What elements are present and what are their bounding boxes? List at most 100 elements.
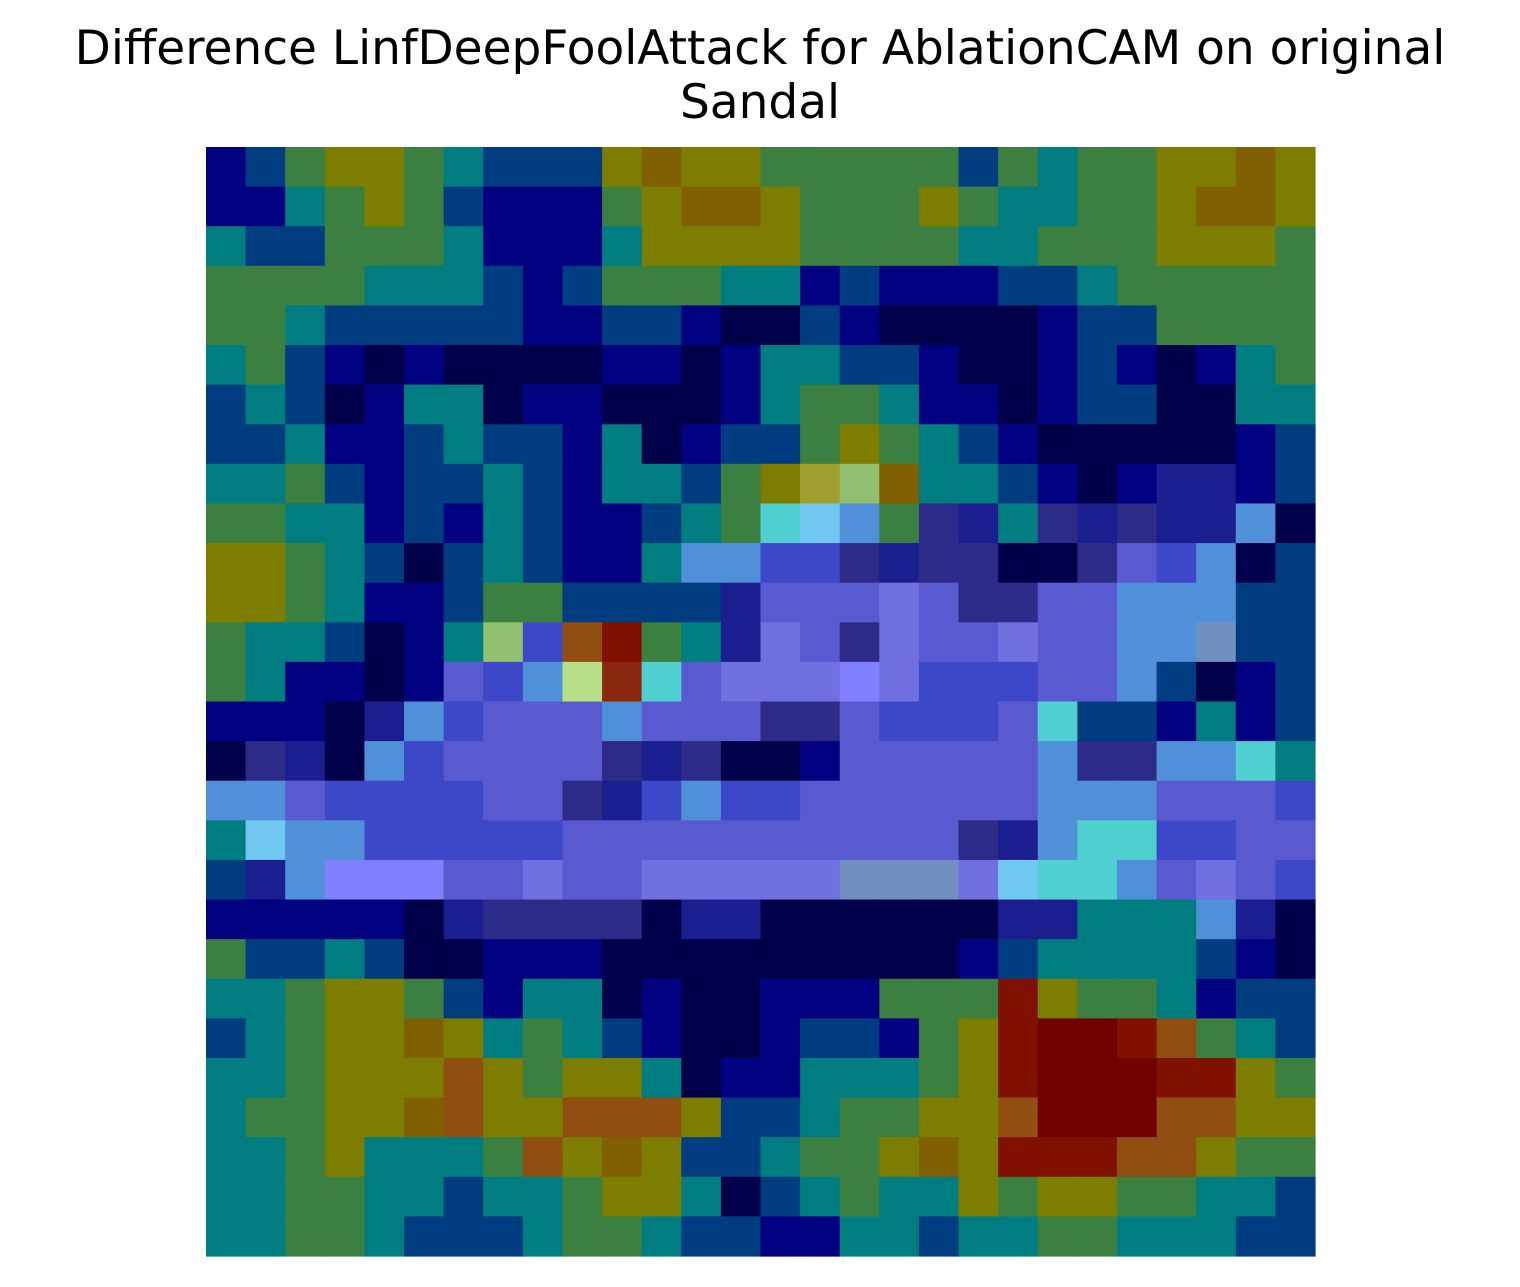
- heatmap-cell: [1235, 582, 1276, 623]
- heatmap-cell: [681, 147, 722, 188]
- heatmap-cell: [1235, 384, 1276, 425]
- heatmap-cell: [562, 1057, 603, 1099]
- heatmap-cell: [1275, 622, 1316, 663]
- heatmap-cell: [602, 939, 643, 980]
- heatmap-cell: [483, 463, 524, 505]
- heatmap-cell: [1196, 424, 1237, 465]
- heatmap-cell: [800, 186, 841, 227]
- heatmap-cell: [958, 463, 999, 505]
- heatmap-cell: [1235, 305, 1276, 346]
- heatmap-cell: [879, 384, 920, 425]
- heatmap-cell: [404, 1057, 445, 1099]
- heatmap-cell: [404, 1018, 445, 1059]
- heatmap-cell: [641, 741, 682, 782]
- heatmap-cell: [1037, 305, 1078, 346]
- heatmap-cell: [918, 1097, 960, 1138]
- heatmap-cell: [404, 820, 445, 861]
- heatmap-cell: [522, 899, 564, 940]
- heatmap-cell: [443, 859, 484, 901]
- heatmap-cell: [918, 543, 960, 584]
- heatmap-cell: [1037, 1176, 1078, 1217]
- heatmap-cell: [839, 147, 880, 188]
- heatmap-cell: [522, 503, 564, 544]
- heatmap-cell: [602, 1057, 643, 1099]
- heatmap-cell: [364, 780, 405, 821]
- heatmap-cell: [602, 186, 643, 227]
- heatmap-cell: [879, 622, 920, 663]
- heatmap-cell: [839, 820, 880, 861]
- heatmap-cell: [1275, 899, 1316, 940]
- heatmap-cell: [483, 820, 524, 861]
- heatmap-cell: [522, 543, 564, 584]
- heatmap-cell: [681, 186, 722, 227]
- heatmap-cell: [245, 424, 286, 465]
- heatmap-cell: [720, 741, 762, 782]
- heatmap-cell: [602, 147, 643, 188]
- heatmap-cell: [641, 147, 682, 188]
- heatmap-cell: [760, 503, 801, 544]
- heatmap-cell: [562, 1018, 603, 1059]
- heatmap-cell: [879, 780, 920, 821]
- heatmap-cell: [641, 622, 682, 663]
- heatmap-cell: [681, 305, 722, 346]
- heatmap-cell: [958, 345, 999, 386]
- heatmap-cell: [443, 978, 484, 1019]
- heatmap-cell: [839, 582, 880, 623]
- heatmap-cell: [998, 424, 1039, 465]
- heatmap-cell: [641, 265, 682, 307]
- heatmap-cell: [1235, 543, 1276, 584]
- heatmap-cell: [879, 582, 920, 623]
- heatmap-cell: [641, 899, 682, 940]
- heatmap-cell: [720, 463, 762, 505]
- heatmap-cell: [958, 1176, 999, 1217]
- heatmap-cell: [1037, 463, 1078, 505]
- heatmap-cell: [522, 305, 564, 346]
- heatmap-cell: [958, 899, 999, 940]
- heatmap-cell: [522, 1137, 564, 1178]
- heatmap-cell: [879, 1097, 920, 1138]
- heatmap-cell: [562, 1137, 603, 1178]
- heatmap-cell: [602, 265, 643, 307]
- heatmap-cell: [760, 424, 801, 465]
- heatmap-cell: [602, 345, 643, 386]
- heatmap-cell: [918, 780, 960, 821]
- heatmap-cell: [1037, 543, 1078, 584]
- heatmap-cell: [720, 543, 762, 584]
- heatmap-cell: [1196, 226, 1237, 267]
- heatmap-cell: [1077, 1097, 1118, 1138]
- heatmap-cell: [206, 543, 247, 584]
- heatmap-cell: [404, 424, 445, 465]
- heatmap-cell: [918, 859, 960, 901]
- heatmap-cell: [364, 1216, 405, 1257]
- heatmap-cell: [839, 701, 880, 742]
- heatmap-cell: [1156, 780, 1197, 821]
- heatmap-cell: [483, 701, 524, 742]
- heatmap-cell: [918, 1057, 960, 1099]
- heatmap-cell: [206, 424, 247, 465]
- heatmap-cell: [364, 226, 405, 267]
- heatmap-cell: [483, 899, 524, 940]
- heatmap-cell: [522, 463, 564, 505]
- heatmap-cell: [1196, 820, 1237, 861]
- heatmap-cell: [602, 1097, 643, 1138]
- heatmap-cell: [879, 226, 920, 267]
- heatmap-cell: [245, 820, 286, 861]
- heatmap-cell: [285, 186, 326, 227]
- heatmap-cell: [800, 978, 841, 1019]
- heatmap-cell: [1116, 859, 1158, 901]
- heatmap-cell: [1037, 384, 1078, 425]
- heatmap-cell: [602, 1176, 643, 1217]
- heatmap-cell: [800, 1018, 841, 1059]
- heatmap-cell: [958, 503, 999, 544]
- heatmap-cell: [720, 978, 762, 1019]
- heatmap-cell: [1196, 1097, 1237, 1138]
- heatmap-cell: [404, 265, 445, 307]
- heatmap-cell: [562, 622, 603, 663]
- heatmap-cell: [839, 503, 880, 544]
- heatmap-cell: [1116, 1137, 1158, 1178]
- heatmap-cell: [1156, 1097, 1197, 1138]
- heatmap-cell: [998, 1216, 1039, 1257]
- heatmap-cell: [206, 820, 247, 861]
- heatmap-cell: [602, 820, 643, 861]
- heatmap-cell: [918, 424, 960, 465]
